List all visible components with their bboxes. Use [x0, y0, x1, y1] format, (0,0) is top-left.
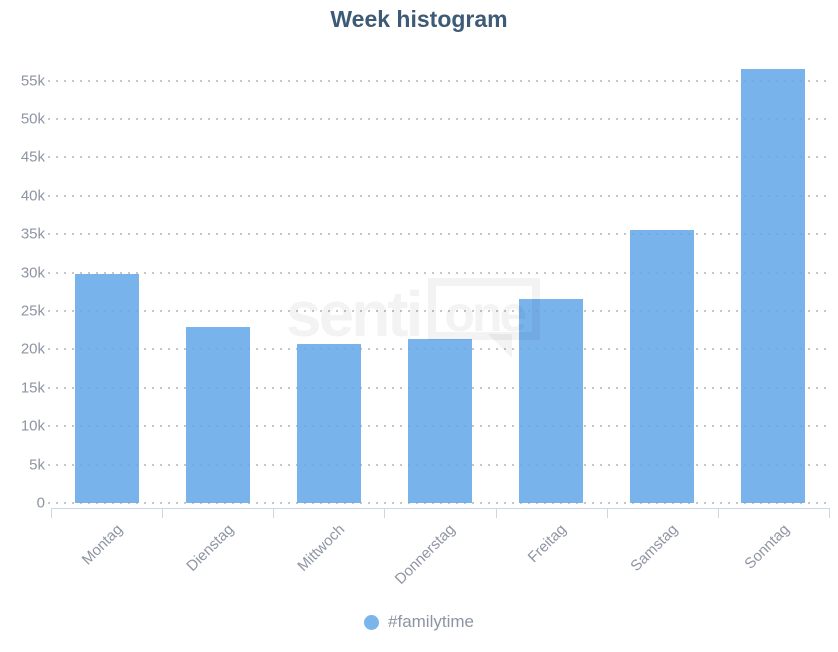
bar-montag[interactable]: [74, 274, 139, 503]
x-axis-line: [51, 508, 829, 509]
bar-donnerstag[interactable]: [408, 339, 472, 503]
legend-marker-icon: [364, 614, 380, 630]
watermark-bubble-tail-icon: [488, 334, 513, 358]
y-gridline: [48, 233, 830, 236]
y-gridline: [48, 502, 830, 504]
bar-freitag[interactable]: [519, 298, 584, 503]
y-gridline: [48, 194, 830, 197]
bar-mittwoch[interactable]: [296, 343, 361, 503]
legend-item-familytime[interactable]: #familytime: [0, 612, 838, 632]
y-axis-label: 10k: [20, 417, 45, 435]
y-axis-label: 30k: [20, 264, 45, 282]
x-axis-tick: [829, 508, 830, 518]
y-axis-label: 55k: [20, 72, 45, 89]
x-axis-tick: [51, 508, 52, 518]
y-axis-label: 5k: [29, 456, 45, 474]
y-gridline: [48, 156, 830, 159]
x-axis-tick: [495, 508, 497, 518]
y-gridline: [48, 271, 830, 274]
y-axis-label: 20k: [20, 340, 45, 358]
x-axis-label-donnerstag: Donnerstag: [392, 521, 460, 588]
x-axis-tick: [273, 508, 275, 518]
y-gridline: [48, 117, 830, 120]
watermark-text-senti: senti: [286, 278, 423, 351]
x-axis-tick: [717, 508, 719, 518]
y-axis-label: 35k: [20, 225, 45, 243]
x-axis-tick: [384, 508, 386, 518]
x-axis-label-sonntag: Sonntag: [740, 521, 793, 573]
y-gridline: [48, 79, 830, 82]
watermark-text-one: one: [444, 286, 527, 342]
y-axis-label: 15k: [20, 379, 45, 397]
bar-dienstag[interactable]: [185, 327, 250, 503]
legend-label: #familytime: [388, 612, 474, 631]
y-axis-label: 40k: [20, 187, 45, 205]
bar-samstag[interactable]: [630, 229, 695, 503]
x-axis-label-samstag: Samstag: [627, 521, 682, 575]
x-axis-label-montag: Montag: [78, 521, 126, 569]
x-axis-label-freitag: Freitag: [525, 521, 571, 567]
x-axis-label-dienstag: Dienstag: [182, 521, 237, 575]
y-axis-label: 0: [36, 494, 45, 512]
bar-sonntag[interactable]: [741, 68, 806, 503]
x-axis-tick: [606, 508, 608, 518]
y-axis-label: 25k: [20, 302, 45, 320]
chart-title: Week histogram: [330, 6, 508, 32]
y-axis-label: 50k: [20, 110, 45, 128]
x-axis-tick: [162, 508, 164, 518]
x-axis-label-mittwoch: Mittwoch: [294, 521, 348, 575]
y-gridline: [48, 309, 830, 312]
y-axis-label: 45k: [20, 148, 45, 166]
